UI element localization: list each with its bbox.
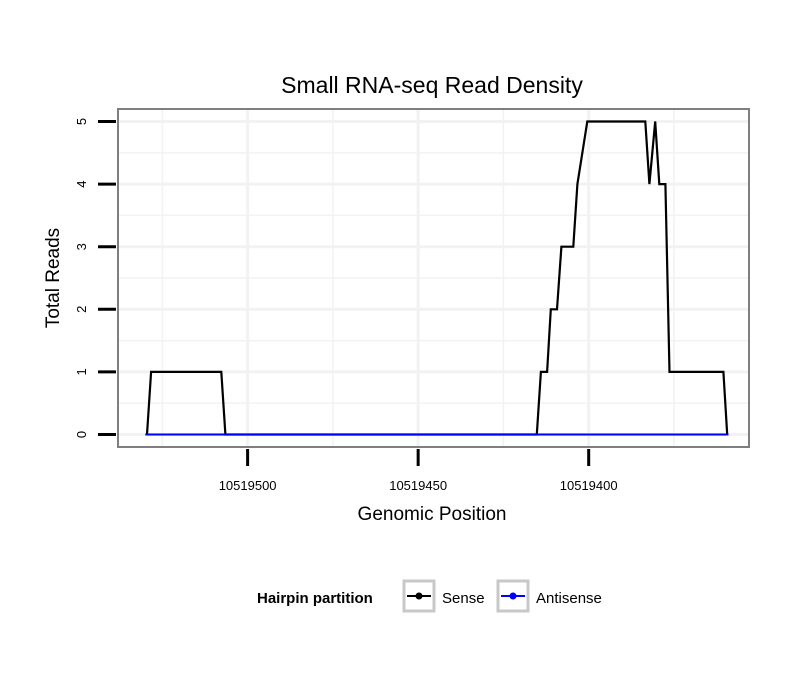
- legend-key-dot: [415, 592, 423, 600]
- legend-title: Hairpin partition: [257, 590, 373, 607]
- x-tick-label: 10519450: [389, 478, 447, 493]
- series-layer: [145, 120, 729, 436]
- legend-label-sense: Sense: [442, 590, 485, 607]
- y-tick-label: 0: [74, 431, 89, 438]
- legend-key-dot: [509, 592, 517, 600]
- x-tick-label: 10519500: [219, 478, 277, 493]
- y-tick-label: 3: [74, 243, 89, 250]
- x-tick-label: 10519400: [560, 478, 618, 493]
- y-axis-label: Total Reads: [43, 228, 64, 328]
- plot-border: [117, 108, 750, 448]
- legend-label-antisense: Antisense: [536, 590, 602, 607]
- grid: [118, 109, 749, 447]
- legend-entry-antisense: Antisense: [496, 579, 602, 613]
- y-axis: 0 1 2 3 4 5: [74, 118, 116, 438]
- x-axis-label: Genomic Position: [358, 504, 507, 525]
- x-axis: 10519500 10519450 10519400: [219, 449, 618, 493]
- y-tick-label: 2: [74, 306, 89, 313]
- chart-title: Small RNA-seq Read Density: [281, 72, 583, 98]
- legend-entry-sense: Sense: [402, 579, 485, 613]
- y-tick-label: 5: [74, 118, 89, 125]
- y-tick-label: 1: [74, 368, 89, 375]
- legend: Hairpin partition Sense Antisense: [257, 579, 602, 613]
- y-tick-label: 4: [74, 180, 89, 187]
